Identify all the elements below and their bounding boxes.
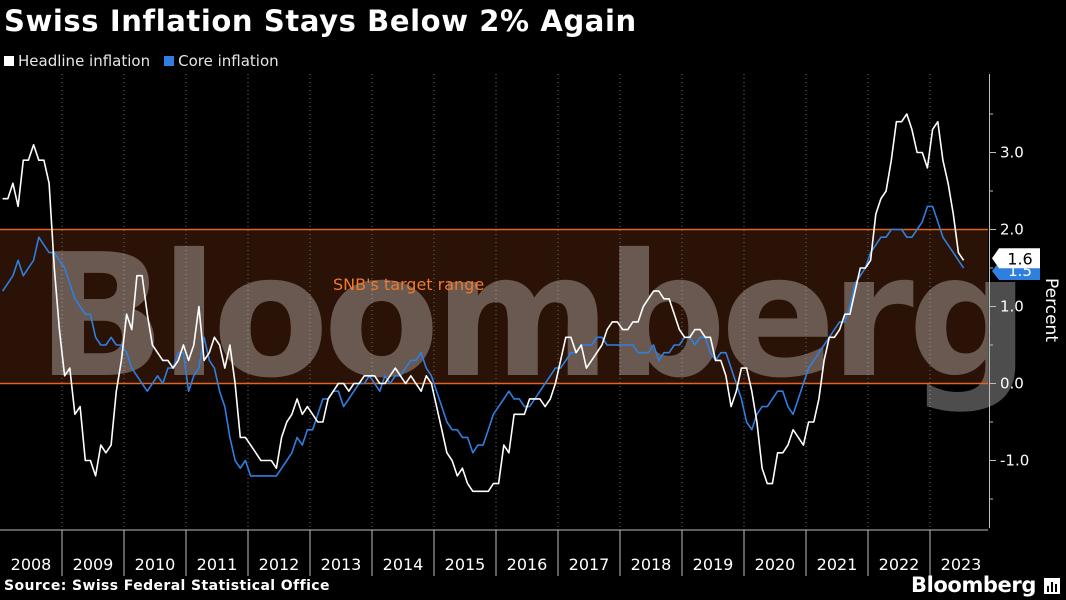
legend-swatch-headline <box>4 56 14 66</box>
legend-swatch-core <box>164 56 175 66</box>
legend-label-headline: Headline inflation <box>18 52 151 70</box>
x-tick-label: 2015 <box>445 555 486 574</box>
x-tick-label: 2011 <box>197 555 238 574</box>
x-tick-label: 2012 <box>259 555 300 574</box>
x-tick-label: 2008 <box>11 555 52 574</box>
last-value-flag-headline <box>992 248 1040 269</box>
y-axis-title: Percent <box>1041 278 1061 342</box>
x-tick-label: 2014 <box>383 555 424 574</box>
x-tick-label: 2023 <box>941 555 982 574</box>
y-tick-label: 3.0 <box>1000 144 1024 162</box>
legend-item-headline: Headline inflation <box>4 52 150 70</box>
x-tick-label: 2018 <box>631 555 672 574</box>
watermark-text: Bloomberg <box>36 218 1023 416</box>
series-line-core <box>1 205 965 477</box>
legend: Headline inflation Core inflation <box>4 52 279 70</box>
x-tick-label: 2016 <box>507 555 548 574</box>
source-note: Source: Swiss Federal Statistical Office <box>4 578 330 594</box>
target-band <box>0 229 988 384</box>
x-tick-label: 2010 <box>135 555 176 574</box>
last-value-label-headline: 1.6 <box>1007 249 1032 268</box>
bloomberg-logo: Bloomberg <box>910 573 1036 597</box>
x-tick-label: 2021 <box>817 555 858 574</box>
y-tick-label: 1.0 <box>1000 298 1024 316</box>
x-tick-label: 2019 <box>693 555 734 574</box>
x-tick-label: 2020 <box>755 555 796 574</box>
chart-title: Swiss Inflation Stays Below 2% Again <box>4 4 637 38</box>
target-band-label: SNB's target range <box>333 275 484 294</box>
legend-item-core: Core inflation <box>164 52 279 70</box>
x-tick-label: 2009 <box>73 555 114 574</box>
x-tick-label: 2013 <box>321 555 362 574</box>
legend-label-core: Core inflation <box>178 52 279 70</box>
x-tick-label: 2022 <box>879 555 920 574</box>
y-tick-label: -1.0 <box>1000 452 1029 470</box>
y-tick-label: 2.0 <box>1000 221 1024 239</box>
y-tick-label: 0.0 <box>1000 375 1024 393</box>
bar-chart-icon <box>1044 578 1060 594</box>
x-tick-label: 2017 <box>569 555 610 574</box>
series-line-headline <box>2 113 965 493</box>
